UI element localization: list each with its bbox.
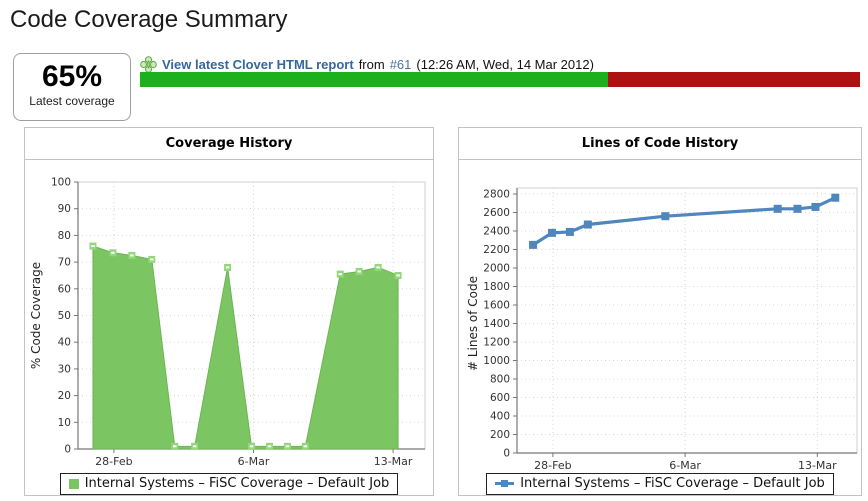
svg-text:1600: 1600 [483,300,510,312]
svg-text:1200: 1200 [483,337,510,349]
svg-text:600: 600 [490,392,510,404]
lines-of-code-chart: 0 200 400 600 800 1000 1200 1400 1600 1800 2000 220… [466,187,858,472]
svg-text:6-Mar: 6-Mar [238,455,270,468]
svg-text:60: 60 [58,283,71,295]
svg-text:% Code Coverage: % Code Coverage [29,262,43,369]
svg-text:800: 800 [490,374,510,386]
clover-report-line: View latest Clover HTML report from #61 … [140,55,594,73]
legend-line-marker-icon [495,480,515,488]
page-title: Code Coverage Summary [10,6,288,33]
svg-text:40: 40 [58,337,71,349]
coverage-history-legend: Internal Systems – FiSC Coverage – Defau… [59,473,399,495]
svg-text:30: 30 [58,363,71,375]
svg-text:80: 80 [58,230,71,242]
coverage-history-panel: Coverage History 0 10 20 30 40 50 60 70 80 90 100 2… [24,127,434,496]
lines-of-code-title: Lines of Code History [459,128,861,160]
coverage-bar-uncovered [608,72,860,87]
clover-icon [140,55,157,73]
build-time-text: (12:26 AM, Wed, 14 Mar 2012) [416,56,594,72]
legend-label: Internal Systems – FiSC Coverage – Defau… [520,476,825,491]
coverage-progress-bar [140,72,860,87]
legend-label: Internal Systems – FiSC Coverage – Defau… [84,476,390,491]
svg-text:2400: 2400 [483,226,510,238]
svg-text:1000: 1000 [483,355,510,367]
svg-text:100: 100 [51,177,71,189]
coverage-history-chart: 0 10 20 30 40 50 60 70 80 90 100 28-Feb 6-Mar 13-Mar%… [29,177,426,468]
svg-text:2200: 2200 [483,244,510,256]
coverage-percent-value: 65% [41,60,103,93]
coverage-caption: Latest coverage [29,94,115,108]
svg-text:28-Feb: 28-Feb [95,455,132,468]
svg-text:20: 20 [58,390,71,402]
latest-coverage-box: 65% Latest coverage [13,53,131,121]
svg-text:6-Mar: 6-Mar [669,459,701,472]
svg-text:70: 70 [58,257,71,269]
svg-text:2600: 2600 [483,207,510,219]
svg-text:0: 0 [64,444,71,456]
svg-text:2800: 2800 [483,189,510,201]
build-number-link[interactable]: #61 [389,56,412,72]
svg-text:10: 10 [58,417,71,429]
svg-text:13-Mar: 13-Mar [374,455,413,468]
lines-of-code-legend: Internal Systems – FiSC Coverage – Defau… [486,473,834,495]
svg-text:1800: 1800 [483,281,510,293]
lines-of-code-panel: Lines of Code History 0 200 400 600 800 1000 1… [458,127,862,496]
svg-text:1400: 1400 [483,318,510,330]
svg-text:200: 200 [490,429,510,441]
svg-text:0: 0 [503,448,510,460]
svg-text:50: 50 [58,310,71,322]
coverage-bar-covered [140,72,608,87]
view-clover-report-link[interactable]: View latest Clover HTML report [162,56,354,72]
svg-text:400: 400 [490,411,510,423]
legend-area-marker-icon [68,478,79,489]
report-from-text: from [358,56,385,72]
svg-text:28-Feb: 28-Feb [534,459,571,472]
svg-text:# Lines of Code: # Lines of Code [466,276,480,371]
svg-text:13-Mar: 13-Mar [798,459,837,472]
svg-text:90: 90 [58,203,71,215]
svg-text:2000: 2000 [483,263,510,275]
coverage-history-title: Coverage History [25,128,433,160]
